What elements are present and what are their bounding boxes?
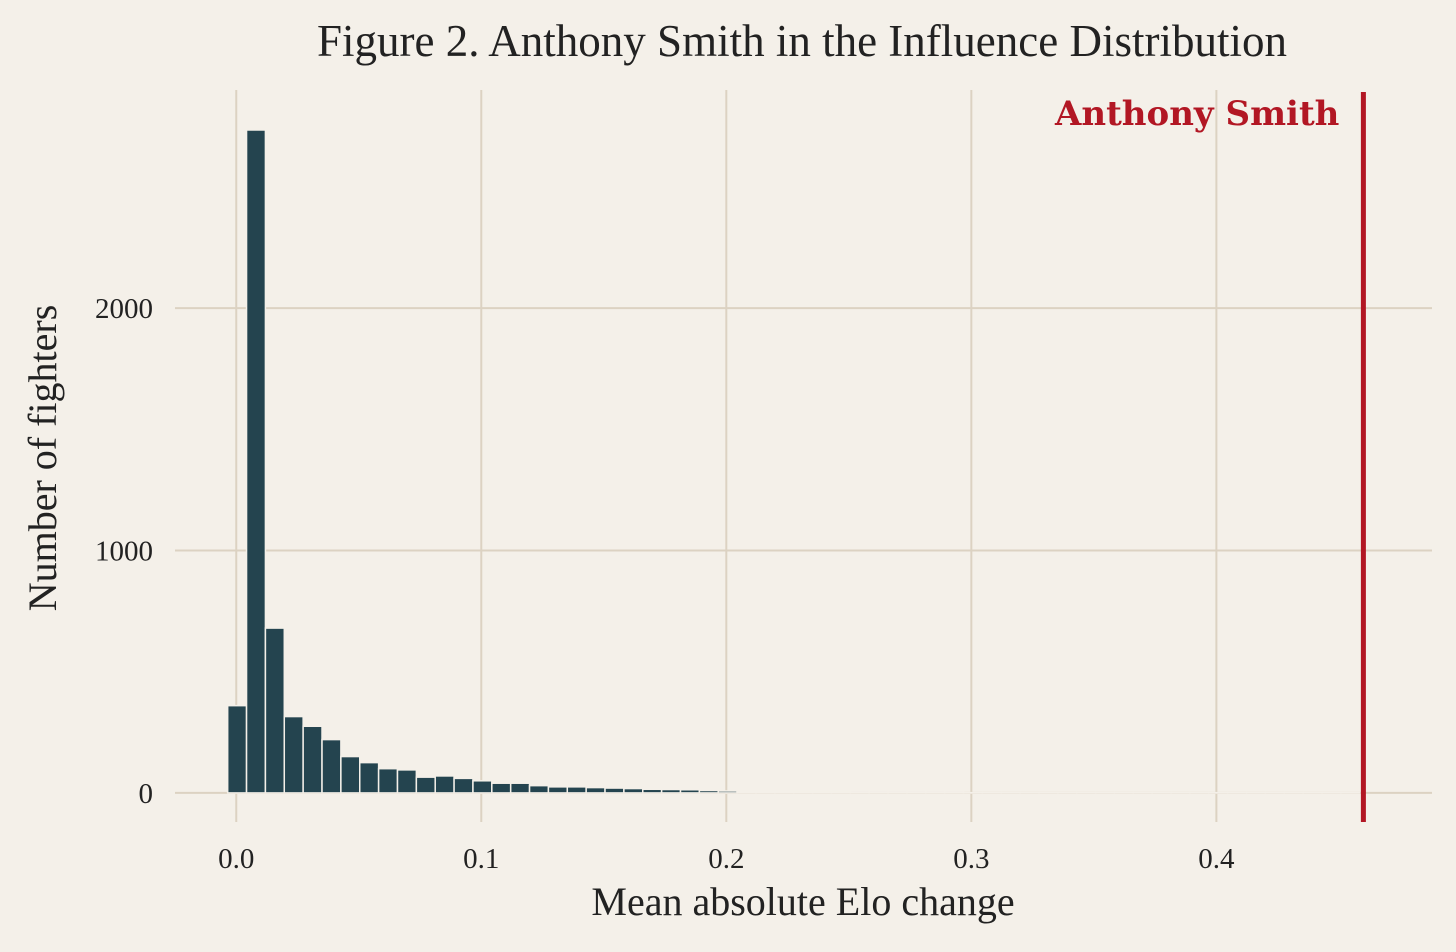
histogram-bar [660,788,682,794]
histogram-bar [679,789,701,794]
histogram-bar [528,784,550,794]
histogram-bar [509,782,531,794]
highlight-group: Anthony Smith [1054,92,1366,822]
histogram-bar [604,787,625,794]
y-tick-labels: 0 1000 2000 [95,293,153,810]
x-tick-label: 0.1 [463,843,499,875]
chart-title: Figure 2. Anthony Smith in the Influence… [317,16,1287,66]
anthony-smith-label: Anthony Smith [1054,94,1339,134]
histogram-bar [698,789,719,794]
histogram-bar [340,755,361,794]
x-tick-label: 0.2 [708,843,744,875]
histogram-bar [547,786,569,794]
y-tick-label: 2000 [95,293,153,325]
histogram-bar [642,788,663,794]
histogram-bar [566,786,587,794]
histogram-bar [491,782,512,794]
x-tick-label: 0.4 [1198,843,1235,875]
histogram-bar [226,704,248,794]
histogram-bar [283,715,304,794]
y-tick-label: 0 [139,778,154,810]
histogram-bar [811,791,833,794]
histogram-bar [755,790,776,794]
x-tick-label: 0.3 [953,843,989,875]
histogram-bar [321,738,342,794]
x-axis-label: Mean absolute Elo change [591,879,1014,924]
histogram-bar [792,791,814,794]
grid [175,90,1432,822]
histogram-bar [415,776,436,794]
histogram-bar [377,767,399,794]
histogram-bar [774,791,795,794]
histogram-bar [245,129,267,794]
x-tick-label: 0.0 [218,843,254,875]
histogram-bar [396,769,418,794]
histogram-bar [623,787,644,794]
histogram-bar [434,775,455,794]
histogram-bars [226,129,1361,794]
histogram-bar [736,790,757,794]
y-tick-label: 1000 [95,536,153,568]
histogram-bar [359,761,380,794]
histogram-bar [472,780,493,794]
histogram-bar [830,791,852,794]
histogram-bar [585,786,606,794]
y-axis-label: Number of fighters [20,305,65,612]
x-tick-labels: 0.0 0.1 0.2 0.3 0.4 [218,843,1235,875]
histogram-bar [717,790,738,794]
histogram-bar [453,777,474,794]
histogram-bar [302,725,323,794]
histogram-bar [264,627,286,794]
